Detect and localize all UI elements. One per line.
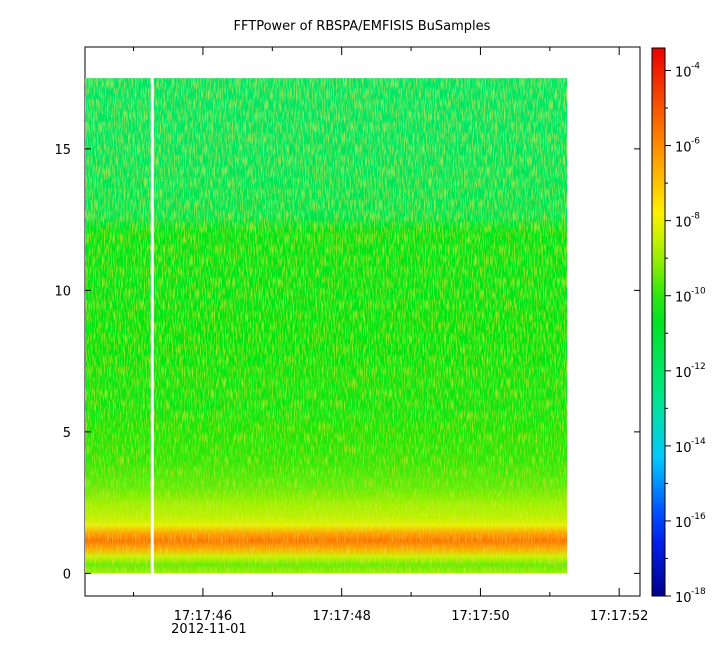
colorbar-tick-label: 10 xyxy=(675,591,692,606)
colorbar-tick-label: 10 xyxy=(675,366,692,381)
colorbar-tick-exponent: -14 xyxy=(691,437,706,447)
colorbar-tick-label: 10 xyxy=(675,141,692,156)
x-tick-label: 17:17:48 xyxy=(312,609,370,624)
colorbar-tick-exponent: -8 xyxy=(691,212,700,222)
colorbar-tick-label: 10 xyxy=(675,66,692,81)
chart-title: FFTPower of RBSPA/EMFISIS BuSamples xyxy=(234,19,491,34)
colorbar-tick-exponent: -6 xyxy=(691,137,700,147)
data-gap xyxy=(150,78,154,574)
spectrogram-image xyxy=(85,78,568,574)
colorbar-tick-label: 10 xyxy=(675,291,692,306)
colorbar-tick-exponent: -4 xyxy=(691,62,700,72)
colorbar-tick-label: 10 xyxy=(675,441,692,456)
colorbar-tick-exponent: -18 xyxy=(691,587,706,597)
colorbar xyxy=(651,47,666,597)
y-axis: 0 5 10 15 xyxy=(54,143,640,582)
spectrogram-fill xyxy=(85,78,568,574)
colorbar-tick-label: 10 xyxy=(675,216,692,231)
x-date-label: 2012-11-01 xyxy=(171,622,247,637)
colorbar-tick-exponent: -10 xyxy=(691,287,706,297)
colorbar-tick-exponent: -16 xyxy=(691,512,706,522)
colorbar-tick-label: 10 xyxy=(675,516,692,531)
y-tick-label: 15 xyxy=(54,143,71,158)
y-tick-label: 0 xyxy=(63,567,71,582)
colorbar-tick-exponent: -12 xyxy=(691,362,706,372)
x-tick-label: 17:17:52 xyxy=(590,609,648,624)
x-tick-label: 17:17:50 xyxy=(451,609,509,624)
y-tick-label: 5 xyxy=(63,426,71,441)
x-tick-label: 17:17:46 xyxy=(174,609,232,624)
y-tick-label: 10 xyxy=(54,284,71,299)
